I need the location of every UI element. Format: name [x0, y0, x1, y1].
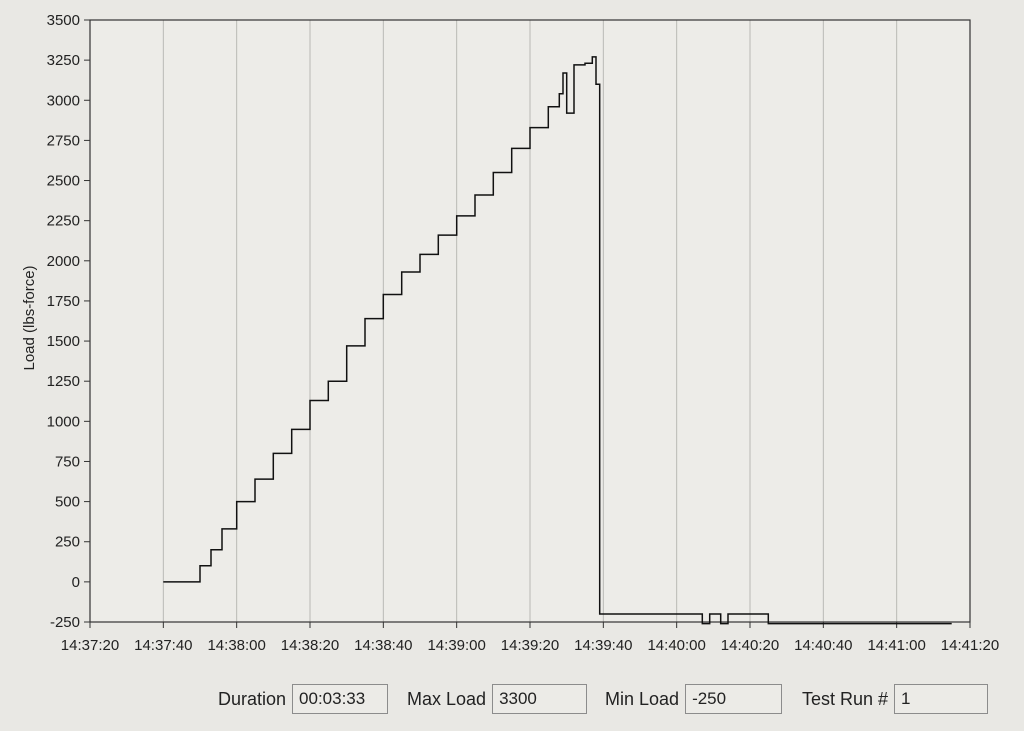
y-tick-label: 500	[55, 494, 80, 511]
x-tick-label: 14:37:20	[61, 637, 119, 654]
max-load-field: Max Load 3300	[407, 682, 588, 716]
x-tick-label: 14:38:00	[207, 637, 265, 654]
y-tick-label: 3250	[47, 52, 80, 69]
y-tick-label: 3500	[47, 12, 80, 29]
x-tick-label: 14:38:40	[354, 637, 412, 654]
y-tick-label: 1000	[47, 413, 80, 430]
duration-label: Duration	[218, 688, 287, 709]
x-tick-label: 14:40:00	[647, 637, 705, 654]
y-tick-label: 250	[55, 534, 80, 551]
plot-border	[89, 19, 971, 623]
min-load-field: Min Load -250	[605, 682, 783, 716]
y-tick-label: 1500	[47, 333, 80, 350]
y-tick-label: -250	[50, 614, 80, 631]
x-tick-label: 14:39:00	[427, 637, 485, 654]
y-tick-label: 2500	[47, 173, 80, 190]
duration-value[interactable]: 00:03:33	[292, 684, 389, 714]
min-load-value[interactable]: -250	[685, 684, 783, 714]
x-tick-label: 14:39:40	[574, 637, 632, 654]
y-tick-label: 750	[55, 453, 80, 470]
x-tick-label: 14:38:20	[281, 637, 339, 654]
test-run-field: Test Run # 1	[802, 682, 989, 716]
y-tick-label: 2750	[47, 132, 80, 149]
x-tick-label: 14:40:40	[794, 637, 852, 654]
grid-lines	[162, 20, 898, 622]
load-chart: 14:37:20 14:37:40 14:38:00 14:38:20 14:38:40…	[21, 12, 1000, 654]
x-tick-label: 14:39:20	[501, 637, 559, 654]
y-tick-label: 1750	[47, 293, 80, 310]
duration-field: Duration 00:03:33	[218, 682, 389, 716]
y-tick-label: 3000	[47, 92, 80, 109]
y-tick-label: 1250	[47, 373, 80, 390]
max-load-value[interactable]: 3300	[492, 684, 588, 714]
y-tick-label: 2250	[47, 213, 80, 230]
series-line	[163, 56, 952, 625]
x-tick-label: 14:41:20	[941, 637, 999, 654]
y-tick-label: 2000	[47, 253, 80, 270]
max-load-label: Max Load	[407, 688, 487, 709]
y-axis-label: Load (lbs-force)	[21, 265, 38, 370]
x-tick-label: 14:40:20	[721, 637, 779, 654]
min-load-label: Min Load	[605, 688, 680, 709]
x-tick-label: 14:41:00	[867, 637, 925, 654]
axes: 14:37:20 14:37:40 14:38:00 14:38:20 14:38:40…	[47, 12, 1000, 654]
test-run-label: Test Run #	[802, 688, 889, 709]
x-tick-label: 14:37:40	[134, 637, 192, 654]
series-group	[163, 56, 952, 625]
test-run-value[interactable]: 1	[894, 684, 989, 714]
y-tick-label: 0	[72, 574, 80, 591]
status-bar: Duration 00:03:33 Max Load 3300 Min Load…	[0, 682, 1024, 716]
